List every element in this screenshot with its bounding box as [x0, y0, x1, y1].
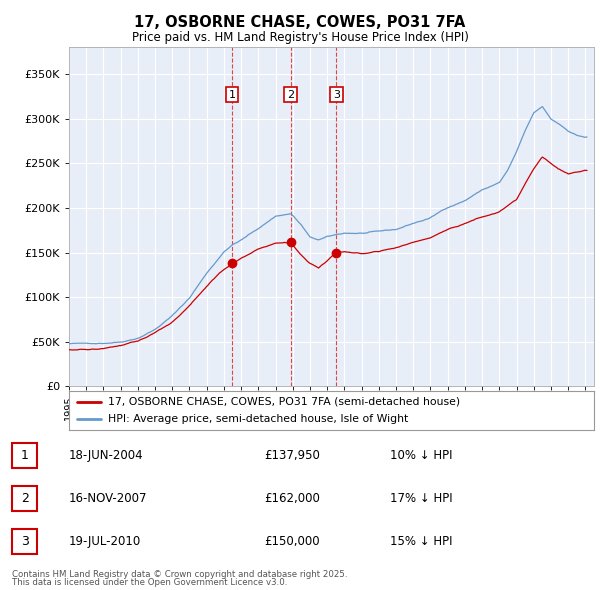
Text: HPI: Average price, semi-detached house, Isle of Wight: HPI: Average price, semi-detached house,… [109, 414, 409, 424]
Text: 2: 2 [287, 90, 294, 100]
Text: Price paid vs. HM Land Registry's House Price Index (HPI): Price paid vs. HM Land Registry's House … [131, 31, 469, 44]
Text: 19-JUL-2010: 19-JUL-2010 [69, 535, 141, 548]
Text: 1: 1 [20, 448, 29, 462]
Text: 16-NOV-2007: 16-NOV-2007 [69, 491, 148, 505]
Text: 17% ↓ HPI: 17% ↓ HPI [390, 491, 452, 505]
Text: 3: 3 [20, 535, 29, 548]
Text: 15% ↓ HPI: 15% ↓ HPI [390, 535, 452, 548]
Text: 10% ↓ HPI: 10% ↓ HPI [390, 448, 452, 462]
Text: £137,950: £137,950 [264, 448, 320, 462]
Text: Contains HM Land Registry data © Crown copyright and database right 2025.: Contains HM Land Registry data © Crown c… [12, 571, 347, 579]
Text: 17, OSBORNE CHASE, COWES, PO31 7FA (semi-detached house): 17, OSBORNE CHASE, COWES, PO31 7FA (semi… [109, 396, 461, 407]
Text: This data is licensed under the Open Government Licence v3.0.: This data is licensed under the Open Gov… [12, 578, 287, 587]
Text: £162,000: £162,000 [264, 491, 320, 505]
Text: 1: 1 [229, 90, 235, 100]
Text: 18-JUN-2004: 18-JUN-2004 [69, 448, 143, 462]
Text: £150,000: £150,000 [264, 535, 320, 548]
Text: 3: 3 [333, 90, 340, 100]
Text: 17, OSBORNE CHASE, COWES, PO31 7FA: 17, OSBORNE CHASE, COWES, PO31 7FA [134, 15, 466, 30]
Text: 2: 2 [20, 491, 29, 505]
